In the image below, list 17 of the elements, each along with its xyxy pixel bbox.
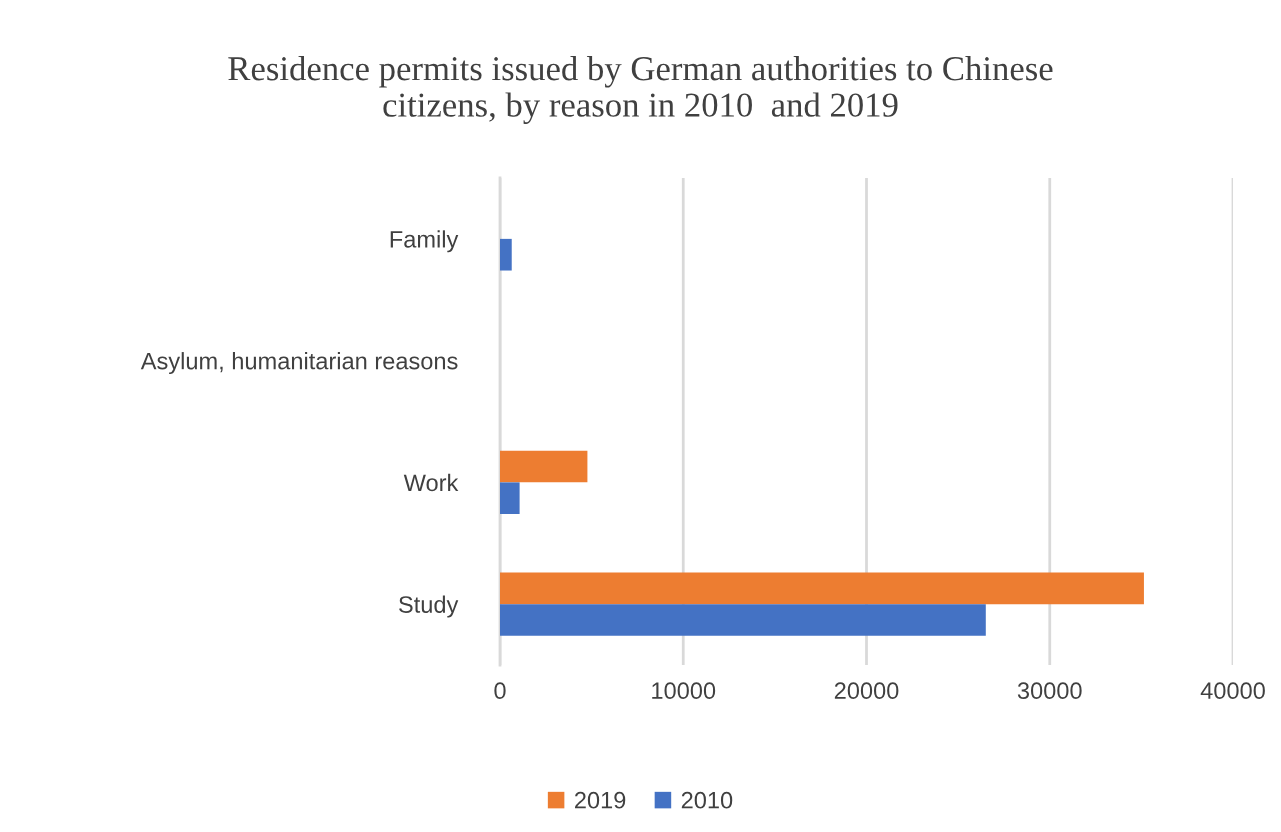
x-tick-label: 20000 — [834, 682, 899, 700]
x-tick-label: 30000 — [1017, 682, 1082, 700]
x-tick-label: 0 — [494, 682, 506, 700]
bar — [500, 604, 986, 636]
y-tick-label: Study — [399, 595, 459, 618]
legend-label: 2010 — [681, 791, 733, 809]
chart-title: Residence permits issued by German authorities to Chinese citizens, by reason in 2010 and 2019 — [228, 56, 1053, 124]
bar — [500, 450, 588, 483]
y-tick-label: Asylum, humanitarian reasons — [140, 352, 458, 375]
bar — [500, 482, 520, 515]
x-tick-label: 10000 — [652, 682, 716, 700]
y-tick-label: Work — [403, 473, 459, 492]
legend-label: 2019 — [575, 791, 626, 809]
bar — [500, 238, 512, 271]
bar — [500, 572, 1144, 605]
y-tick-label: Family — [390, 230, 459, 253]
x-tick-label: 40000 — [1200, 682, 1265, 700]
